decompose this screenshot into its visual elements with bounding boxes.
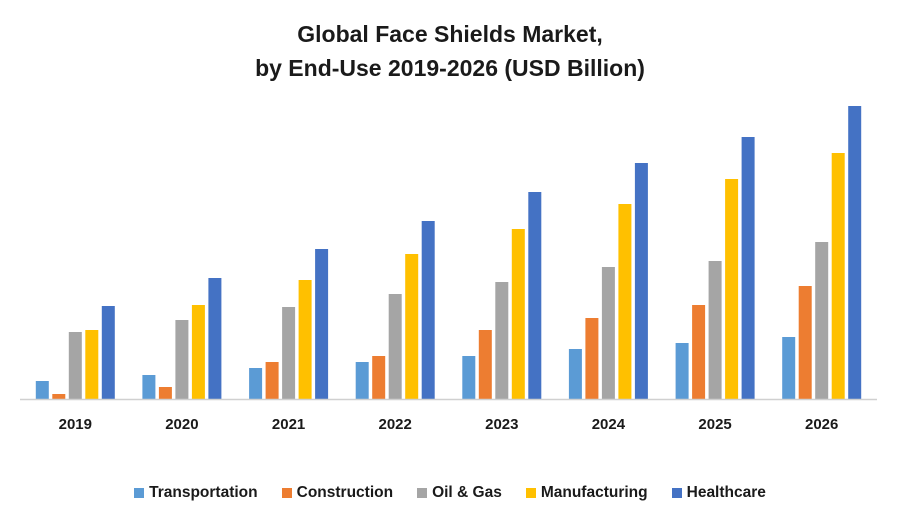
x-tick-label: 2025 [698, 416, 731, 433]
bar-healthcare-2020 [208, 278, 222, 399]
legend-label: Healthcare [686, 484, 766, 501]
bar-transportation-2022 [355, 362, 369, 399]
bar-construction-2026 [798, 286, 812, 399]
legend: Transportation Construction Oil & Gas Manuf… [0, 484, 900, 502]
legend-label: Manufacturing [540, 484, 648, 501]
x-tick-label: 2026 [805, 416, 838, 433]
bar-manufacturing-2023 [511, 229, 525, 399]
bar-construction-2019 [52, 394, 66, 399]
x-tick-label: 2020 [165, 416, 198, 433]
chart-subtitle: by End-Use 2019-2026 (USD Billion) [255, 55, 645, 81]
bar-oil-and-gas-2025 [708, 261, 722, 399]
bar-transportation-2021 [249, 368, 263, 399]
bar-oil-and-gas-2023 [495, 282, 509, 399]
bar-construction-2025 [692, 305, 706, 399]
bar-transportation-2023 [462, 356, 476, 399]
x-tick-label: 2021 [272, 416, 305, 433]
bars-group [35, 106, 862, 399]
bar-transportation-2025 [675, 343, 689, 399]
bar-oil-and-gas-2026 [815, 242, 829, 399]
bar-manufacturing-2024 [618, 204, 632, 399]
bar-manufacturing-2019 [85, 330, 99, 399]
x-tick-label: 2023 [485, 416, 518, 433]
bar-transportation-2026 [782, 337, 796, 399]
x-tick-labels: 2019 2020 2021 2022 2023 2024 2025 2026 [59, 416, 839, 433]
bar-healthcare-2023 [528, 192, 542, 399]
legend-item-manufacturing: Manufacturing [525, 484, 648, 502]
bar-manufacturing-2021 [298, 280, 312, 399]
bar-healthcare-2021 [315, 249, 329, 399]
bar-manufacturing-2022 [405, 254, 419, 399]
legend-swatch [281, 488, 292, 498]
chart-title: Global Face Shields Market, [297, 21, 603, 47]
bar-construction-2021 [265, 362, 279, 399]
bar-healthcare-2025 [741, 137, 755, 399]
bar-transportation-2024 [568, 349, 582, 399]
legend-item-transportation: Transportation [134, 484, 258, 502]
bar-construction-2022 [372, 356, 386, 399]
bar-oil-and-gas-2020 [175, 320, 189, 399]
x-tick-label: 2024 [592, 416, 626, 433]
bar-oil-and-gas-2019 [68, 332, 82, 399]
bar-oil-and-gas-2021 [282, 307, 296, 399]
bar-construction-2020 [158, 387, 172, 399]
bar-manufacturing-2025 [725, 179, 739, 399]
bar-transportation-2019 [35, 381, 49, 399]
bar-transportation-2020 [142, 375, 156, 399]
x-tick-label: 2022 [379, 416, 412, 433]
bar-healthcare-2019 [101, 306, 115, 399]
legend-label: Construction [296, 484, 394, 501]
legend-label: Oil & Gas [432, 484, 502, 501]
legend-item-oil-and-gas: Oil & Gas [417, 484, 502, 502]
bar-healthcare-2022 [421, 221, 435, 399]
bar-manufacturing-2026 [831, 153, 845, 399]
bar-oil-and-gas-2022 [388, 294, 402, 399]
bar-oil-and-gas-2024 [601, 267, 615, 399]
legend-item-construction: Construction [281, 484, 394, 502]
bar-healthcare-2024 [634, 163, 648, 399]
legend-swatch [525, 488, 536, 498]
bar-construction-2024 [585, 318, 599, 399]
legend-swatch [671, 488, 682, 498]
bar-manufacturing-2020 [191, 305, 205, 399]
legend-item-healthcare: Healthcare [671, 484, 766, 502]
bar-construction-2023 [478, 330, 492, 399]
legend-label: Transportation [149, 484, 258, 501]
legend-swatch [134, 488, 145, 498]
legend-swatch [417, 488, 428, 498]
x-tick-label: 2019 [59, 416, 92, 433]
bar-healthcare-2026 [848, 106, 862, 399]
